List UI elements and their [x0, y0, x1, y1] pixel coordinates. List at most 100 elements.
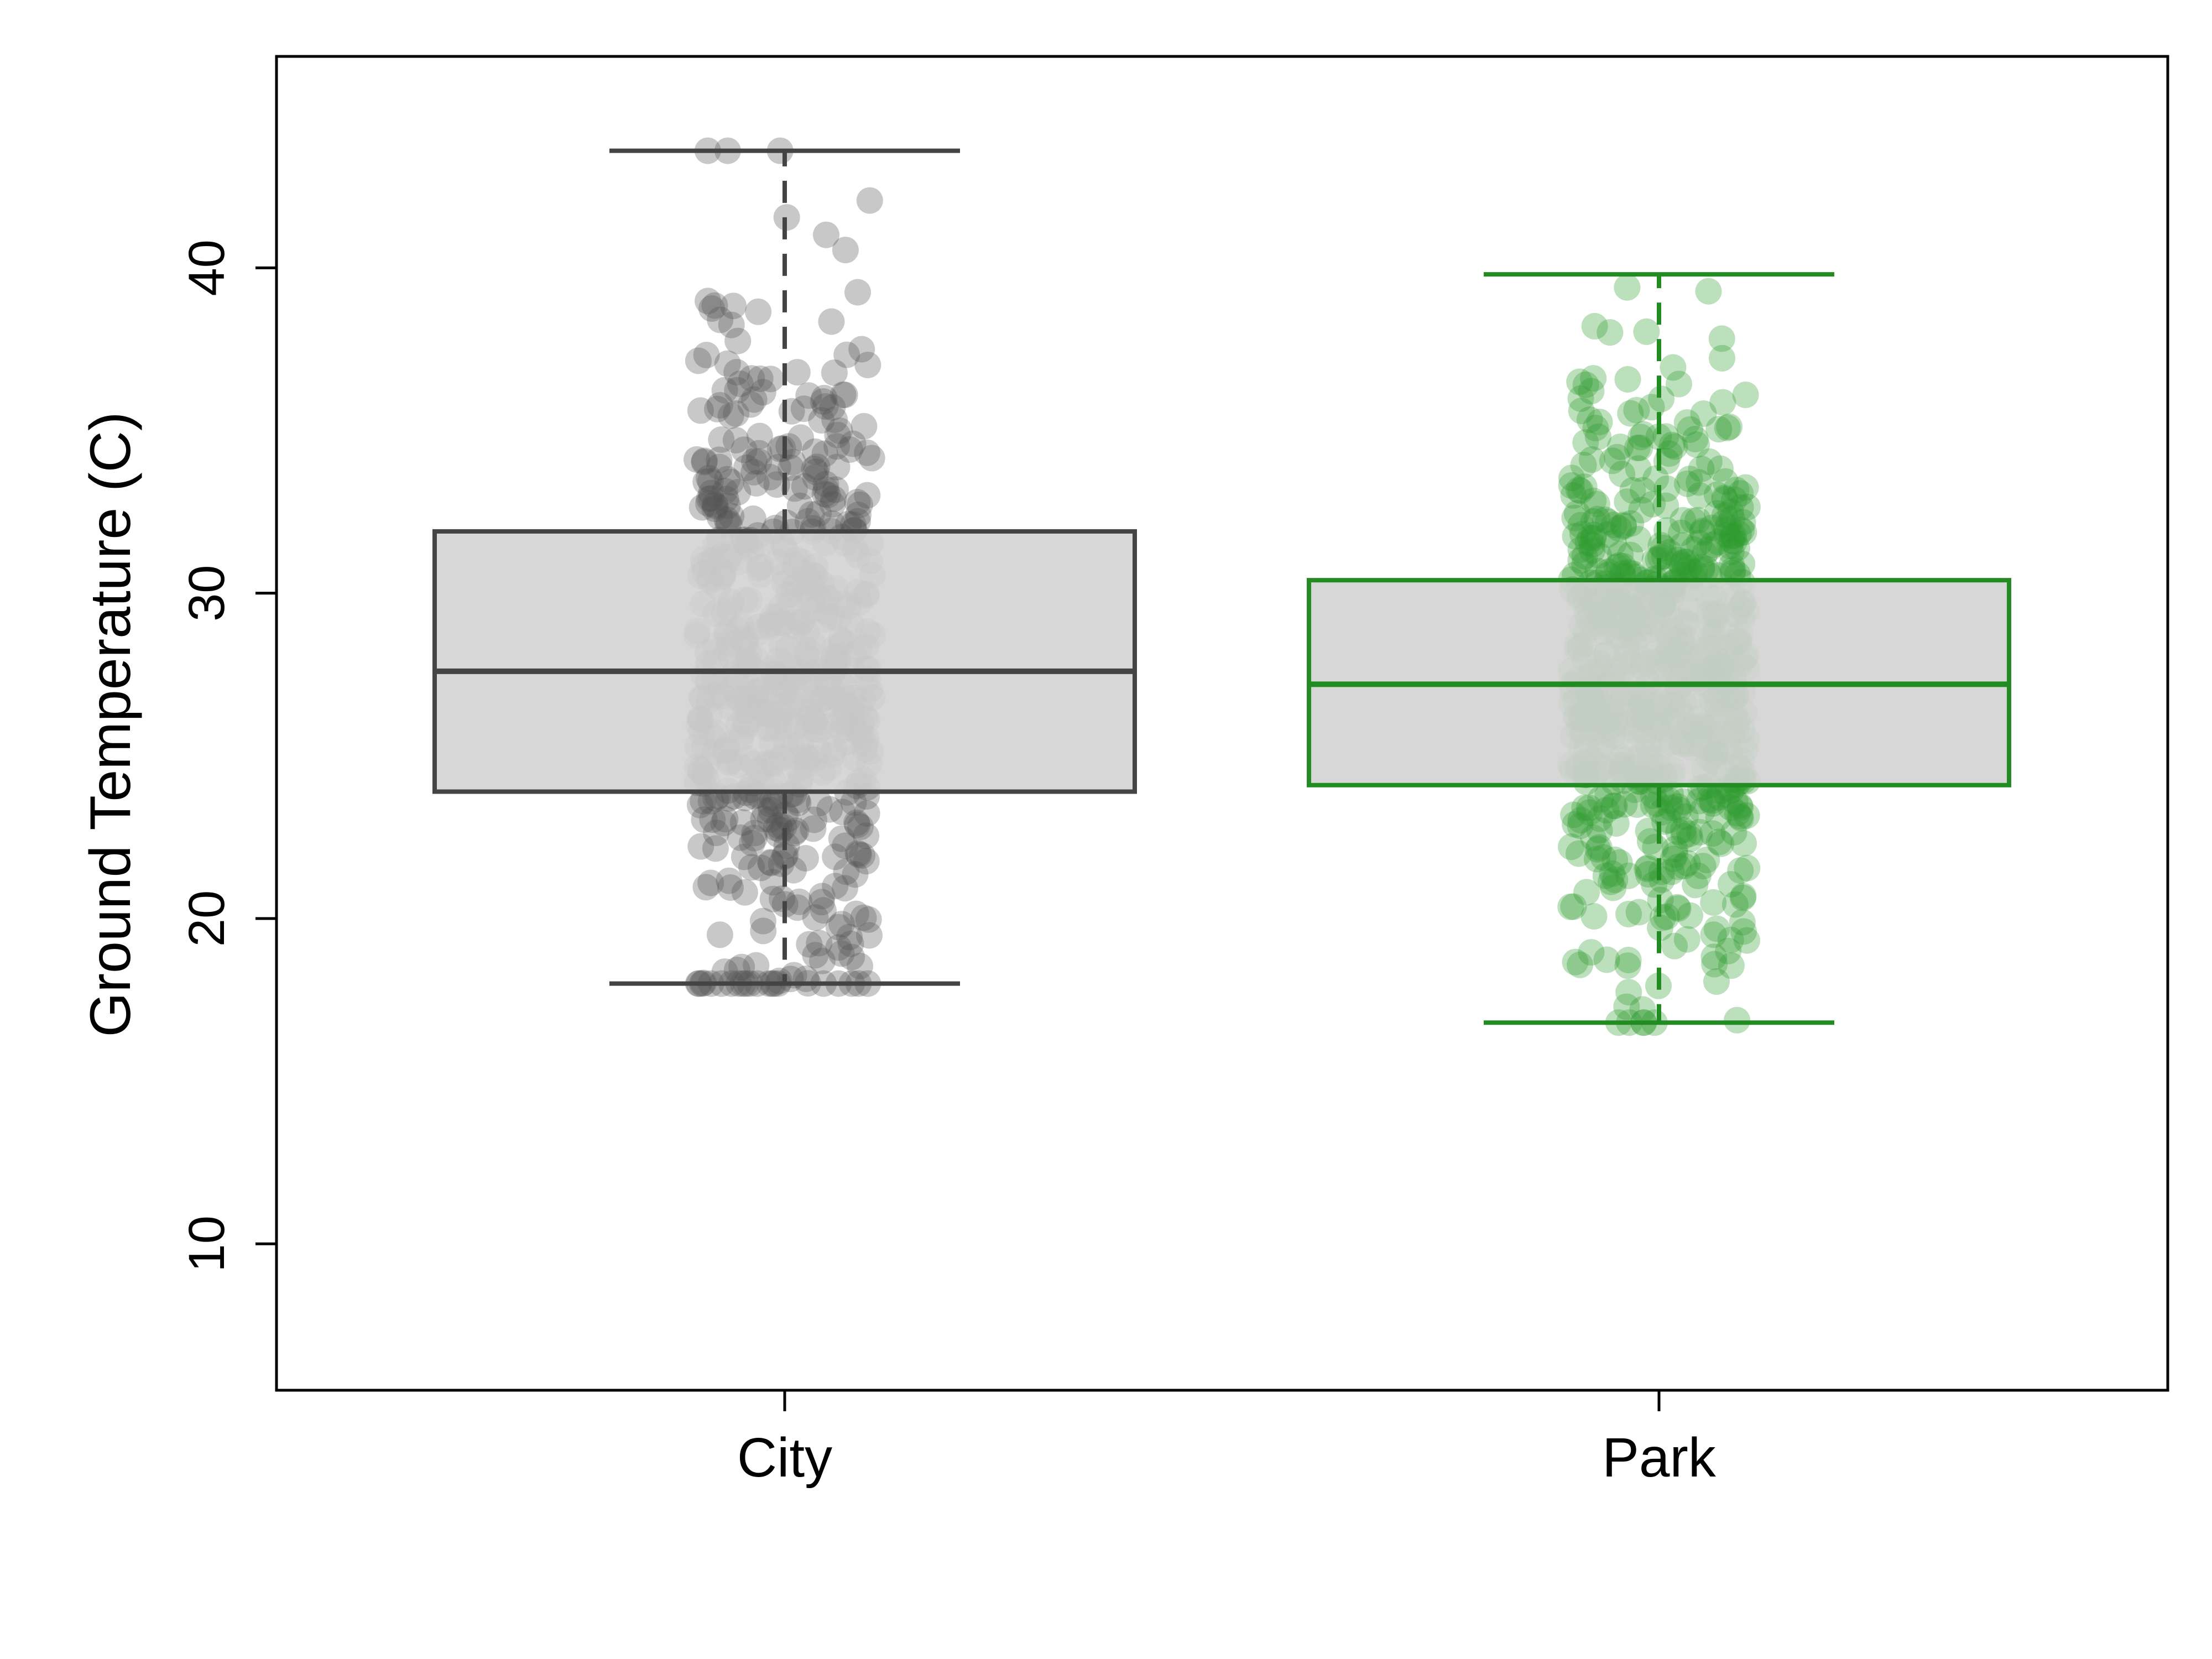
park-point: [1677, 416, 1703, 443]
park-point: [1727, 494, 1754, 521]
park-point: [1673, 548, 1700, 575]
park-point: [1601, 866, 1629, 893]
city-point: [802, 458, 830, 486]
park-point: [1669, 532, 1696, 559]
park-point: [1665, 895, 1692, 922]
park-point: [1720, 819, 1747, 846]
park-point: [1584, 505, 1611, 533]
city-point: [785, 789, 812, 816]
city-point: [695, 490, 722, 517]
park-point: [1584, 557, 1611, 585]
city-point: [708, 426, 735, 453]
park-point: [1711, 484, 1738, 512]
park-point: [1566, 368, 1593, 395]
park-point: [1583, 846, 1610, 873]
park-point: [1614, 952, 1641, 979]
park-point: [1680, 507, 1707, 534]
park-point: [1729, 509, 1756, 536]
park-point: [1566, 476, 1592, 503]
city-point: [823, 453, 851, 481]
park-point: [1684, 862, 1712, 889]
park-point: [1684, 507, 1712, 534]
city-point: [758, 849, 785, 877]
park-point: [1571, 794, 1598, 821]
city-point: [831, 382, 858, 409]
park-point: [1699, 787, 1726, 814]
park-point: [1656, 787, 1683, 814]
city-point: [837, 930, 864, 957]
park-point: [1641, 546, 1668, 573]
city-point: [775, 805, 802, 832]
city-point: [723, 957, 750, 983]
city-point: [733, 454, 760, 481]
city-point: [737, 391, 764, 418]
city-point: [697, 787, 724, 815]
park-point: [1583, 491, 1610, 518]
park-point: [1597, 319, 1624, 346]
city-point: [691, 448, 718, 476]
park-point: [1691, 540, 1718, 567]
park-point: [1666, 371, 1692, 398]
park-point: [1712, 468, 1739, 495]
park-point: [1594, 521, 1621, 548]
park-point: [1563, 500, 1590, 527]
park-point: [1635, 861, 1662, 888]
park-point: [1689, 519, 1716, 546]
city-point: [800, 815, 827, 842]
park-point: [1630, 421, 1657, 448]
city-point: [810, 897, 837, 924]
park-point: [1593, 946, 1620, 973]
park-point: [1732, 382, 1759, 408]
park-point: [1730, 883, 1757, 910]
city-point: [814, 482, 841, 508]
city-point: [786, 492, 813, 519]
park-point: [1600, 792, 1627, 820]
park-point: [1689, 518, 1716, 544]
park-point: [1610, 512, 1637, 539]
park-point: [1734, 493, 1761, 520]
city-point: [833, 858, 860, 885]
city-point: [713, 507, 740, 534]
park-point: [1718, 527, 1745, 554]
park-point: [1578, 939, 1605, 966]
city-point: [822, 476, 849, 503]
park-point: [1597, 868, 1624, 895]
park-point: [1633, 318, 1660, 345]
park-point: [1560, 893, 1587, 920]
city-point: [702, 835, 729, 862]
park-point: [1615, 862, 1642, 889]
city-point: [772, 842, 799, 869]
city-point: [786, 888, 813, 915]
city-point: [745, 448, 773, 475]
park-point: [1647, 532, 1674, 559]
city-point: [685, 347, 712, 374]
city-point: [738, 830, 765, 857]
city-point: [718, 503, 745, 530]
boxes: [432, 148, 2011, 1025]
park-point: [1662, 841, 1689, 868]
park-point: [1648, 385, 1675, 413]
city-point: [802, 942, 829, 969]
park-point: [1625, 526, 1652, 552]
park-point: [1729, 909, 1756, 936]
city-point: [821, 406, 848, 433]
park-point: [1614, 366, 1641, 393]
city-point: [830, 381, 857, 408]
city-point: [847, 813, 874, 841]
park-point: [1624, 791, 1650, 818]
city-point: [701, 495, 728, 522]
city-point: [846, 841, 872, 868]
park-point: [1734, 854, 1761, 881]
park-point: [1696, 786, 1723, 813]
park-point: [1669, 552, 1696, 580]
park-point: [1676, 466, 1703, 493]
city-point: [794, 508, 821, 535]
park-point: [1580, 521, 1608, 549]
city-point: [761, 789, 788, 816]
park-point: [1650, 535, 1677, 561]
park-point: [1661, 932, 1688, 959]
city-point: [712, 806, 739, 833]
park-point: [1614, 274, 1641, 301]
city-point: [707, 306, 734, 333]
city-point: [850, 904, 877, 931]
